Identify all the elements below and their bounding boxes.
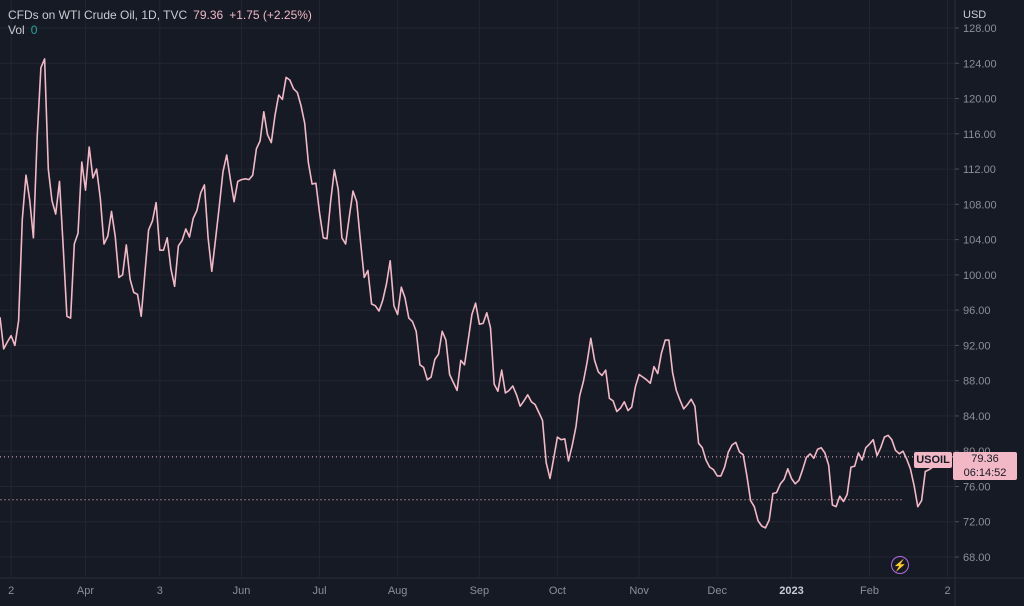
price-tag-value: 79.36 xyxy=(971,453,999,465)
price-tick-label: 104.00 xyxy=(963,235,997,247)
time-tick-label: 2023 xyxy=(779,585,803,597)
time-tick-label: Sep xyxy=(470,585,490,597)
price-tick-label: 100.00 xyxy=(963,270,997,282)
price-tick-label: 88.00 xyxy=(963,376,991,388)
legend-row-main: CFDs on WTI Crude Oil, 1D, TVC 79.36 +1.75… xyxy=(8,8,312,23)
flash-icon[interactable]: ⚡ xyxy=(891,556,909,574)
price-tick-label: 116.00 xyxy=(963,129,996,141)
price-tick-label: 92.00 xyxy=(963,340,991,352)
price-tag: 79.36 06:14:52 xyxy=(953,452,1017,480)
price-tick-label: 112.00 xyxy=(963,164,996,176)
time-tick-label: Oct xyxy=(549,585,566,597)
time-tick-label: Dec xyxy=(707,585,727,597)
volume-label[interactable]: Vol xyxy=(8,23,25,37)
last-value: 79.36 xyxy=(193,8,224,22)
time-tick-label: 2 xyxy=(945,585,951,597)
legend-row-volume: Vol 0 xyxy=(8,23,312,38)
price-tick-label: 76.00 xyxy=(963,481,991,493)
price-tick-label: 68.00 xyxy=(963,552,991,564)
price-tick-label: 120.00 xyxy=(963,94,997,106)
change-value: +1.75 (+2.25%) xyxy=(229,8,312,22)
countdown-value: 06:14:52 xyxy=(963,467,1007,479)
time-axis[interactable]: 2 Apr 3 Jun Jul Aug Sep Oct Nov Dec 2023 Feb 2 xyxy=(8,585,951,597)
time-tick-label: Jun xyxy=(233,585,251,597)
time-tick-label: Jul xyxy=(313,585,327,597)
time-tick-label: Feb xyxy=(860,585,879,597)
time-tick-label: Nov xyxy=(629,585,649,597)
price-tick-label: 128.00 xyxy=(963,23,997,35)
symbol-tag: USOIL xyxy=(914,452,952,468)
price-line xyxy=(0,58,938,529)
price-tick-label: 84.00 xyxy=(963,411,991,423)
time-tick-label: Apr xyxy=(77,585,94,597)
price-series xyxy=(0,58,938,529)
price-axis[interactable]: 68.0072.0076.0080.0084.0088.0092.0096.00… xyxy=(955,23,997,564)
time-tick-label: 2 xyxy=(8,585,14,597)
symbol-title[interactable]: CFDs on WTI Crude Oil, 1D, TVC xyxy=(8,8,188,22)
time-tick-label: Aug xyxy=(388,585,408,597)
price-tick-label: 96.00 xyxy=(963,305,991,317)
price-tick-label: 72.00 xyxy=(963,517,991,529)
currency-label: USD xyxy=(963,9,986,21)
volume-value: 0 xyxy=(30,23,38,37)
price-tick-label: 124.00 xyxy=(963,58,997,70)
price-tick-label: 108.00 xyxy=(963,199,997,211)
time-tick-label: 3 xyxy=(157,585,163,597)
chart-legend[interactable]: CFDs on WTI Crude Oil, 1D, TVC 79.36 +1.75… xyxy=(8,8,312,38)
